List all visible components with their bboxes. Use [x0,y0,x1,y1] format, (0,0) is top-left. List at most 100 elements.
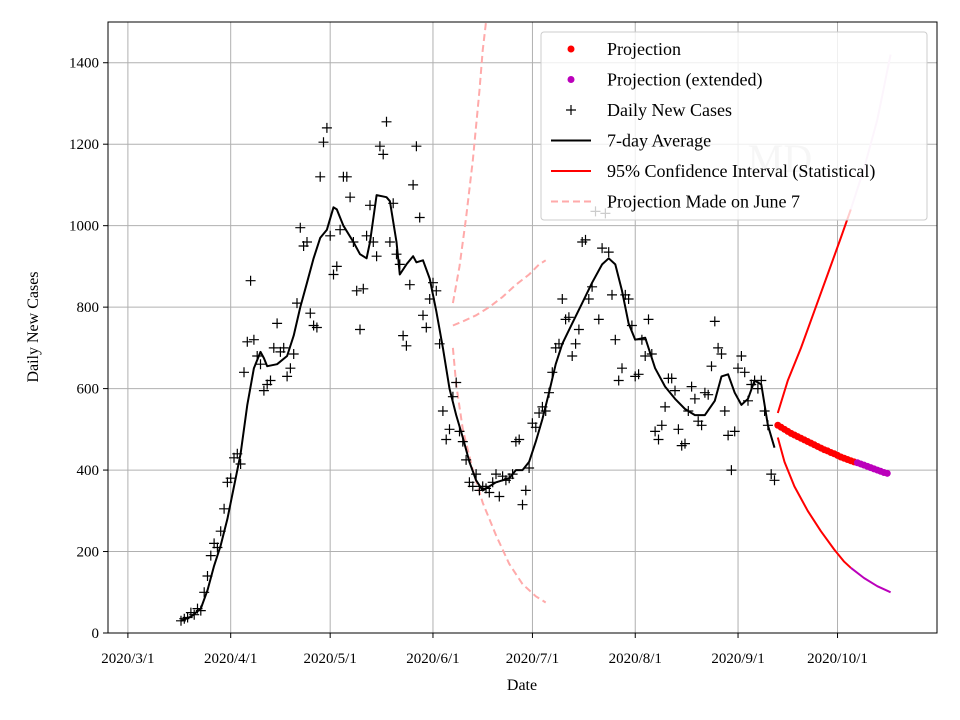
x-tick-label: 2020/7/1 [506,651,559,667]
daily-case-point [653,434,664,445]
daily-case-point [716,349,727,359]
x-tick-label: 2020/5/1 [304,651,357,667]
daily-case-point [593,314,604,325]
daily-case-point [408,179,419,190]
daily-case-point [673,424,684,435]
daily-case-point [626,320,637,331]
daily-case-point [265,375,276,386]
daily-case-point [384,237,395,247]
daily-case-point [272,318,283,329]
daily-case-point [215,526,226,537]
daily-case-point [570,338,581,349]
daily-case-point [656,420,667,431]
daily-case-point [348,237,359,247]
daily-case-point [580,234,591,245]
y-tick-label: 1400 [69,56,99,72]
axes-layer: 0 200 400 600 800 1000 1200 1400 2020/3/1 2020/4/… [69,56,868,667]
daily-case-point [554,338,564,349]
x-tick-label: 2020/6/1 [406,651,459,667]
daily-case-point [743,395,753,406]
y-tick-label: 1200 [69,137,99,153]
daily-case-point [321,122,332,133]
daily-case-point [613,375,624,386]
daily-case-point [325,230,336,241]
daily-case-point [646,349,657,359]
daily-case-point [394,259,405,270]
x-tick-label: 2020/9/1 [711,651,764,667]
daily-case-point [683,406,694,416]
daily-case-point [603,247,614,258]
daily-case-point [713,342,724,353]
june7-lower-line [451,347,547,604]
daily-case-point [491,469,501,480]
daily-case-point [361,230,372,241]
daily-case-point [431,285,442,296]
daily-case-point [388,198,399,209]
daily-case-point [759,406,770,416]
legend-swatch-projection_extended [567,76,575,83]
daily-case-point [225,473,236,484]
daily-case-point [487,477,498,488]
daily-case-point [245,275,256,286]
daily-case-point [189,609,200,620]
y-tick-label: 0 [92,626,100,642]
daily-case-point [292,298,302,309]
daily-case-point [544,387,554,398]
daily-case-point [365,200,375,211]
daily-case-point [302,237,312,247]
daily-case-point [733,363,743,374]
projection-extended-point [883,469,891,477]
daily-case-point [703,389,714,400]
daily-case-point [461,454,472,465]
legend-label-avg: 7-day Average [607,131,711,151]
y-tick-label: 800 [77,300,100,316]
plot-frame [107,21,938,634]
daily-case-point [706,361,717,372]
daily-case-point [195,605,206,616]
daily-case-point [769,475,780,486]
june7-mid-line [452,259,547,327]
legend-label-daily: Daily New Cases [607,100,732,120]
grid-lines [108,22,937,634]
daily-case-point [633,369,644,380]
june7-upper-line [451,22,487,304]
daily-case-point [597,243,608,254]
daily-case-point [374,141,385,152]
ci-lower-line [776,437,852,569]
daily-case-point [756,375,767,386]
daily-case-point [219,503,230,514]
daily-case-point [278,342,289,353]
daily-case-point [335,224,346,235]
daily-case-point [428,277,438,288]
daily-case-point [205,550,216,561]
x-axis-label: Date [507,677,537,694]
y-tick-label: 200 [77,545,100,561]
daily-case-point [437,406,448,416]
daily-case-point [401,340,412,351]
ci-lower-extended-line [850,567,892,594]
daily-case-point [418,310,428,321]
daily-case-point [623,294,634,304]
daily-case-point [762,420,773,431]
daily-case-point [239,367,249,378]
legend-label-projection: Projection [607,39,681,59]
daily-case-point [414,212,425,223]
daily-case-point [447,391,458,402]
daily-case-point [636,334,647,345]
daily-case-point [736,351,747,361]
daily-case-point [467,481,478,492]
daily-case-point [547,367,558,378]
daily-case-point [331,261,342,272]
daily-case-point [232,448,243,459]
daily-case-point [640,351,651,361]
y-tick-label: 400 [77,463,100,479]
daily-case-point [739,367,750,378]
daily-case-point [258,385,269,396]
daily-case-point [709,316,720,327]
daily-case-point [282,371,293,382]
daily-case-point [295,222,306,233]
daily-case-point [288,349,299,359]
legend-label-ci: 95% Confidence Interval (Statistical) [607,161,875,182]
daily-case-point [686,381,697,392]
